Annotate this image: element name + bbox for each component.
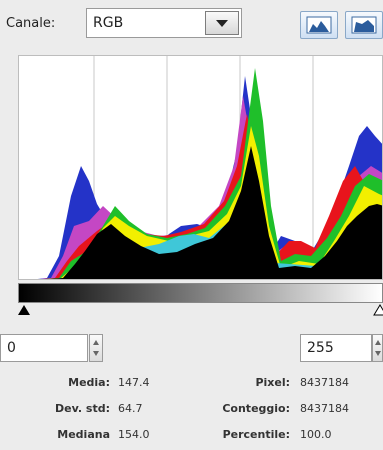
low-range-handle[interactable] [14, 303, 34, 317]
high-range-value: 255 [307, 340, 334, 356]
channel-label: Canale: [6, 16, 56, 31]
linear-histogram-icon [306, 16, 332, 34]
low-range-value: 0 [7, 340, 16, 356]
count-label: Conteggio: [222, 402, 290, 415]
count-value: 8437184 [300, 402, 349, 415]
median-label: Mediana [57, 428, 110, 441]
percentile-label: Percentile: [222, 428, 290, 441]
linear-histogram-button[interactable] [300, 11, 338, 39]
channel-select-value: RGB [93, 15, 124, 31]
log-histogram-button[interactable] [345, 11, 383, 39]
stepper-arrows-icon [375, 340, 381, 356]
high-range-stepper[interactable] [372, 334, 383, 362]
log-histogram-icon [351, 16, 377, 34]
chevron-down-icon [216, 20, 228, 27]
histogram-area[interactable] [18, 55, 383, 280]
stepper-arrows-icon [93, 340, 99, 356]
percentile-value: 100.0 [300, 428, 332, 441]
low-range-stepper[interactable] [89, 334, 103, 362]
stddev-value: 64.7 [118, 402, 143, 415]
mean-value: 147.4 [118, 376, 150, 389]
high-range-input[interactable]: 255 [300, 334, 372, 362]
stddev-label: Dev. std: [55, 402, 110, 415]
mean-label: Media: [68, 376, 110, 389]
green-channel-area [45, 68, 382, 279]
channel-dropdown-button[interactable] [205, 11, 239, 35]
luminance-area [48, 146, 382, 279]
high-range-handle[interactable] [372, 303, 383, 317]
pixels-label: Pixel: [255, 376, 290, 389]
median-value: 154.0 [118, 428, 150, 441]
histogram-plot [37, 56, 382, 279]
channel-select[interactable]: RGB [86, 8, 242, 38]
value-gradient-bar [18, 283, 383, 303]
low-range-input[interactable]: 0 [0, 334, 88, 362]
pixels-value: 8437184 [300, 376, 349, 389]
